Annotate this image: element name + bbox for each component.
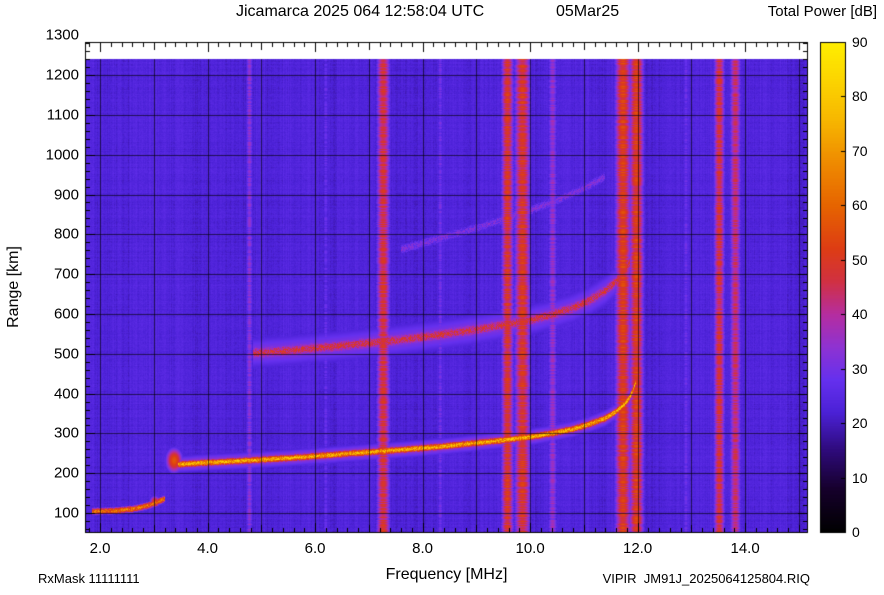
colorbar-tick-label: 20 [852, 415, 868, 432]
colorbar-tick-label: 60 [852, 197, 868, 214]
colorbar-title: Total Power [dB] [767, 3, 877, 20]
x-axis-label: Frequency [MHz] [385, 566, 508, 583]
colorbar-tick-label: 30 [852, 360, 868, 377]
x-tick-label: 12.0 [622, 540, 653, 557]
file-id-label: VIPIR JM91J_2025064125804.RIQ [602, 571, 810, 586]
colorbar-tick-label: 90 [852, 34, 868, 50]
colorbar-tick-label: 0 [852, 524, 860, 540]
colorbar-tick-label: 80 [852, 88, 868, 105]
y-tick-label: 500 [53, 345, 79, 363]
plot-date: 05Mar25 [556, 3, 620, 20]
x-tick-label: 6.0 [304, 540, 326, 557]
y-tick-label: 800 [53, 225, 79, 243]
y-tick-label: 200 [53, 464, 79, 482]
colorbar-tick-label: 50 [852, 251, 868, 268]
y-tick-label: 700 [53, 265, 79, 283]
x-tick-label: 2.0 [89, 540, 111, 557]
y-tick-label: 1000 [45, 146, 79, 164]
y-tick-label: 300 [53, 424, 79, 442]
y-tick-label: 600 [53, 305, 79, 323]
y-tick-label: 1200 [45, 66, 79, 84]
y-tick-label: 400 [53, 385, 79, 403]
x-tick-label: 10.0 [515, 540, 545, 557]
plot-title: Jicamarca 2025 064 12:58:04 UTC [236, 3, 485, 20]
colorbar-tick-label: 10 [852, 469, 868, 486]
x-tick-label: 8.0 [412, 540, 434, 557]
colorbar-tick-label: 40 [852, 306, 868, 323]
x-tick-label: 14.0 [730, 540, 760, 557]
y-axis-label: Range [km] [5, 246, 22, 328]
y-tick-label: 100 [53, 504, 79, 522]
y-tick-label: 1300 [45, 26, 79, 44]
y-tick-label: 900 [53, 186, 79, 204]
colorbar-tick-label: 70 [852, 142, 868, 159]
y-tick-label: 1100 [46, 106, 79, 124]
rx-mask-label: RxMask 11111111 [38, 571, 140, 586]
x-tick-label: 4.0 [197, 540, 218, 557]
